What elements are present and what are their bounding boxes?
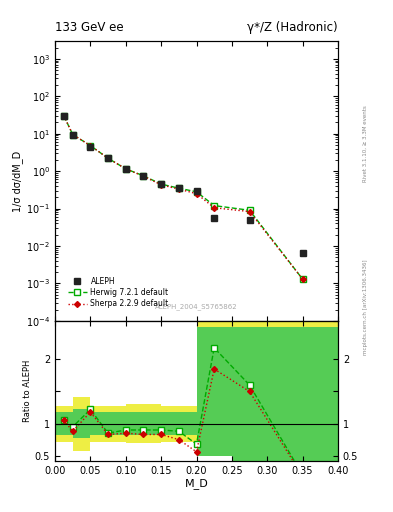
Sherpa 2.2.9 default	[159, 182, 163, 188]
Text: 133 GeV ee: 133 GeV ee	[55, 21, 124, 34]
Herwig 7.2.1 default	[106, 155, 110, 161]
Legend: ALEPH, Herwig 7.2.1 default, Sherpa 2.2.9 default: ALEPH, Herwig 7.2.1 default, Sherpa 2.2.…	[64, 274, 172, 311]
ALEPH	[247, 217, 252, 223]
Sherpa 2.2.9 default	[88, 142, 93, 148]
ALEPH	[106, 155, 110, 161]
Sherpa 2.2.9 default	[123, 166, 128, 172]
Text: Rivet 3.1.10, ≥ 3.3M events: Rivet 3.1.10, ≥ 3.3M events	[363, 105, 368, 182]
ALEPH	[300, 250, 305, 256]
Herwig 7.2.1 default	[194, 189, 199, 195]
Herwig 7.2.1 default	[300, 276, 305, 282]
Herwig 7.2.1 default	[70, 132, 75, 138]
Line: Herwig 7.2.1 default: Herwig 7.2.1 default	[61, 113, 305, 282]
ALEPH	[88, 143, 93, 150]
Text: mcplots.cern.ch [arXiv:1306.3436]: mcplots.cern.ch [arXiv:1306.3436]	[363, 260, 368, 355]
Herwig 7.2.1 default	[62, 113, 66, 119]
Sherpa 2.2.9 default	[62, 113, 66, 119]
Sherpa 2.2.9 default	[212, 205, 217, 211]
ALEPH	[176, 185, 181, 191]
Line: Sherpa 2.2.9 default: Sherpa 2.2.9 default	[62, 114, 305, 281]
ALEPH	[141, 173, 146, 179]
ALEPH	[212, 215, 217, 221]
Herwig 7.2.1 default	[159, 181, 163, 187]
Herwig 7.2.1 default	[176, 185, 181, 191]
Sherpa 2.2.9 default	[194, 190, 199, 197]
X-axis label: M_D: M_D	[185, 478, 208, 489]
Sherpa 2.2.9 default	[70, 132, 75, 138]
Herwig 7.2.1 default	[123, 166, 128, 172]
Text: γ*/Z (Hadronic): γ*/Z (Hadronic)	[247, 21, 338, 34]
Line: ALEPH: ALEPH	[61, 112, 306, 257]
Sherpa 2.2.9 default	[141, 173, 146, 179]
ALEPH	[159, 181, 163, 187]
Y-axis label: Ratio to ALEPH: Ratio to ALEPH	[23, 359, 32, 422]
Text: ALEPH_2004_S5765862: ALEPH_2004_S5765862	[155, 303, 238, 310]
Sherpa 2.2.9 default	[300, 276, 305, 282]
Sherpa 2.2.9 default	[247, 208, 252, 215]
Y-axis label: 1/σ dσ/dM_D: 1/σ dσ/dM_D	[12, 151, 23, 211]
Herwig 7.2.1 default	[141, 173, 146, 179]
Herwig 7.2.1 default	[247, 207, 252, 214]
ALEPH	[194, 187, 199, 194]
Herwig 7.2.1 default	[88, 142, 93, 148]
ALEPH	[70, 132, 75, 138]
Sherpa 2.2.9 default	[176, 186, 181, 192]
ALEPH	[62, 113, 66, 119]
Sherpa 2.2.9 default	[106, 155, 110, 161]
ALEPH	[123, 166, 128, 172]
Herwig 7.2.1 default	[212, 203, 217, 209]
